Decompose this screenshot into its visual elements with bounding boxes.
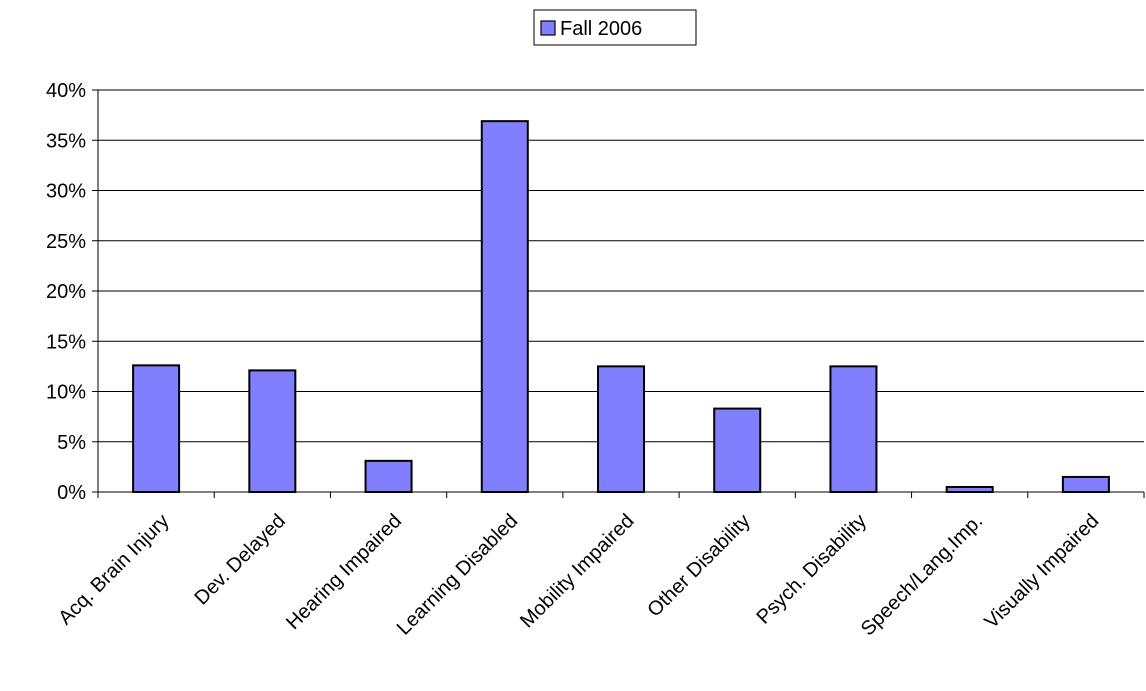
y-tick-label: 10% bbox=[46, 382, 86, 404]
legend-box bbox=[533, 9, 697, 46]
bar bbox=[480, 120, 529, 493]
y-tick-label: 25% bbox=[46, 231, 86, 253]
legend-swatch bbox=[540, 20, 556, 36]
x-tick-label: Acq. Brain Injury bbox=[54, 510, 173, 629]
legend: Fall 2006 bbox=[533, 9, 697, 46]
y-tick-label: 15% bbox=[46, 331, 86, 353]
bar bbox=[597, 365, 645, 493]
bar bbox=[132, 364, 181, 493]
y-tick-label: 20% bbox=[46, 281, 86, 303]
y-tick-label: 0% bbox=[57, 482, 86, 504]
x-tick-label: Other Disability bbox=[643, 510, 754, 621]
axes bbox=[92, 89, 1145, 498]
bar bbox=[829, 365, 878, 493]
legend-label: Fall 2006 bbox=[560, 18, 642, 40]
x-tick-label: Speech/Lang.Imp. bbox=[857, 510, 987, 640]
x-tick-label: Learning Disabled bbox=[393, 510, 523, 640]
y-tick-label: 40% bbox=[46, 80, 86, 102]
bar bbox=[364, 459, 413, 494]
y-tick-label: 30% bbox=[46, 181, 86, 203]
x-tick-label: Mobility Impaired bbox=[516, 510, 638, 632]
bar bbox=[713, 407, 762, 493]
x-tick-label: Dev. Delayed bbox=[190, 510, 289, 609]
bars bbox=[132, 120, 1110, 494]
x-tick-label: Hearing Impaired bbox=[282, 510, 406, 634]
y-tick-labels: 0% 5% 10% 15% 20% 25% 30% 35% 40% bbox=[46, 80, 86, 504]
bar bbox=[945, 485, 994, 494]
bar bbox=[248, 369, 297, 493]
bar bbox=[1061, 475, 1110, 493]
y-tick-label: 5% bbox=[57, 432, 86, 454]
x-tick-label: Psych. Disability bbox=[752, 510, 871, 629]
x-tick-label: Visually Impaired bbox=[980, 510, 1103, 633]
y-tick-label: 35% bbox=[46, 130, 86, 152]
